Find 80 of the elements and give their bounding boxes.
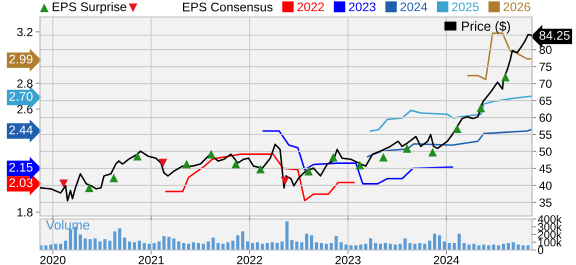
bar	[438, 235, 442, 250]
bar	[132, 242, 136, 250]
x-tick-label: 2020	[40, 256, 66, 264]
y-tick-label: 2.44	[9, 126, 33, 134]
point	[476, 104, 486, 112]
bar	[64, 240, 68, 250]
legend-label: 2023	[348, 2, 376, 12]
legend-label: EPS Surprise	[52, 2, 126, 14]
bar	[433, 234, 436, 250]
y2-tick-label: 65	[540, 96, 552, 105]
y-tick-label: 0	[538, 246, 544, 254]
point	[428, 148, 437, 156]
y-tick-label: 2.99	[9, 54, 32, 64]
point	[402, 144, 412, 153]
point	[304, 166, 313, 176]
bar	[128, 241, 132, 250]
y2-tick-label: 84.25	[539, 30, 570, 40]
legend-title: EPS Consensus	[183, 2, 273, 12]
point	[256, 164, 265, 174]
y-tick-label: 2.03	[9, 178, 33, 188]
y-tick-label: 1.8	[18, 208, 33, 217]
point	[501, 72, 510, 82]
bar	[192, 242, 196, 250]
y2-tick-label: 40	[539, 181, 552, 190]
line-series	[370, 95, 532, 132]
point	[356, 160, 364, 170]
y-tick-label: 3.2	[17, 28, 32, 36]
legend-label: Price ($)	[462, 20, 510, 34]
point	[232, 160, 240, 168]
y2-tick-label: 70	[540, 80, 552, 88]
legend-label: 2022	[297, 2, 324, 12]
point	[328, 152, 338, 162]
chart-title: Volume	[46, 220, 90, 230]
y2-tick-label: 50	[539, 148, 552, 156]
y-tick-label: 400k	[538, 214, 562, 224]
y2-tick-label: 55	[539, 130, 552, 139]
y-tick-label: 2.8	[17, 79, 33, 88]
point	[133, 152, 142, 161]
x-tick-label: 2024	[434, 256, 460, 264]
bar	[314, 242, 318, 250]
point	[206, 150, 216, 158]
bar	[403, 238, 407, 250]
legend-label: 2025	[452, 2, 479, 12]
bar	[226, 242, 230, 250]
y2-tick-label: 45	[539, 164, 552, 173]
point	[452, 124, 462, 134]
y2-tick-label: 60	[540, 114, 552, 122]
point	[158, 158, 168, 168]
x-tick-label: 2021	[138, 256, 164, 264]
bar	[157, 241, 161, 250]
y-tick-label: 100k	[538, 238, 562, 246]
point	[59, 179, 68, 188]
y-tick-label: 2.70	[9, 92, 33, 101]
x-tick-label: 2022	[237, 256, 262, 264]
y2-tick-label: 35	[539, 198, 552, 207]
bar	[285, 221, 289, 250]
point	[182, 160, 191, 168]
bar	[442, 241, 446, 250]
legend-label: 2026	[504, 2, 530, 12]
y2-tick-label: 80	[539, 46, 552, 54]
bar	[280, 241, 284, 250]
bar	[310, 235, 314, 250]
y-tick-label: 2.15	[9, 162, 33, 172]
bar	[98, 241, 102, 250]
bar	[103, 239, 107, 250]
x-tick-label: 2023	[335, 256, 361, 264]
point	[84, 184, 94, 192]
point	[379, 152, 388, 162]
line-series	[467, 32, 532, 80]
point	[110, 174, 118, 182]
y2-tick-label: 75	[540, 62, 552, 71]
legend-label: 2024	[400, 2, 428, 12]
y-tick-label: 300k	[538, 222, 562, 231]
line-series	[366, 128, 532, 158]
bar	[68, 229, 72, 250]
bar	[256, 242, 260, 250]
line-series	[262, 130, 454, 185]
y-tick-label: 200k	[538, 230, 562, 239]
point	[280, 176, 290, 186]
bar	[162, 236, 166, 250]
